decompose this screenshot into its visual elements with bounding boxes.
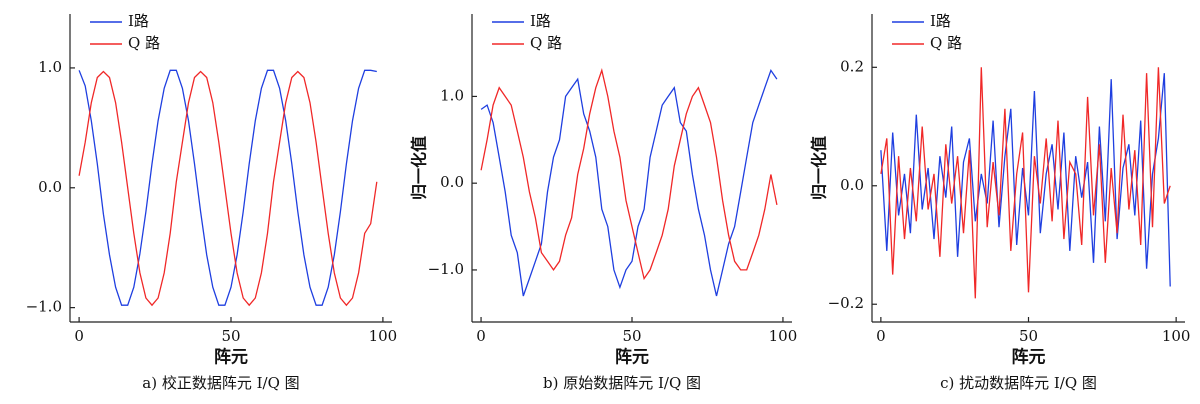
legend-label: Q 路	[930, 34, 962, 52]
legend-label: I路	[128, 12, 149, 30]
x-tick-label: 0	[476, 327, 486, 345]
x-tick-label: 100	[1162, 327, 1191, 345]
y-tick-label: 0.0	[38, 178, 62, 196]
legend-label: I路	[530, 12, 551, 30]
y-tick-label: 1.0	[440, 86, 464, 104]
caption: c) 扰动数据阵元 I/Q 图	[940, 374, 1097, 392]
series-line	[880, 73, 1171, 287]
caption: a) 校正数据阵元 I/Q 图	[142, 374, 299, 392]
legend-label: Q 路	[128, 34, 160, 52]
series-line	[480, 68, 778, 281]
legend-label: Q 路	[530, 34, 562, 52]
y-tick-label: 0.2	[840, 57, 864, 75]
y-tick-label: −1.0	[26, 298, 62, 316]
series-line	[78, 70, 378, 307]
series-line	[880, 67, 1171, 299]
y-axis-label: 归一化值	[410, 136, 429, 200]
y-tick-label: −1.0	[428, 260, 464, 278]
x-tick-label: 0	[876, 327, 886, 345]
x-axis-label: 阵元	[1012, 347, 1046, 368]
y-axis-label: 归一化值	[810, 136, 829, 200]
y-tick-label: 1.0	[38, 58, 62, 76]
legend-label: I路	[930, 12, 951, 30]
y-tick-label: 0.0	[840, 176, 864, 194]
series-line	[480, 68, 778, 297]
x-tick-label: 50	[221, 327, 240, 345]
x-tick-label: 0	[74, 327, 84, 345]
x-tick-label: 100	[369, 327, 398, 345]
x-axis-label: 阵元	[214, 347, 248, 368]
x-tick-label: 100	[769, 327, 798, 345]
x-axis-label: 阵元	[615, 347, 649, 368]
caption: b) 原始数据阵元 I/Q 图	[543, 374, 701, 392]
y-tick-label: −0.2	[828, 294, 864, 312]
y-tick-label: 0.0	[440, 173, 464, 191]
x-tick-label: 50	[622, 327, 641, 345]
series-line	[78, 69, 377, 306]
x-tick-label: 50	[1019, 327, 1038, 345]
